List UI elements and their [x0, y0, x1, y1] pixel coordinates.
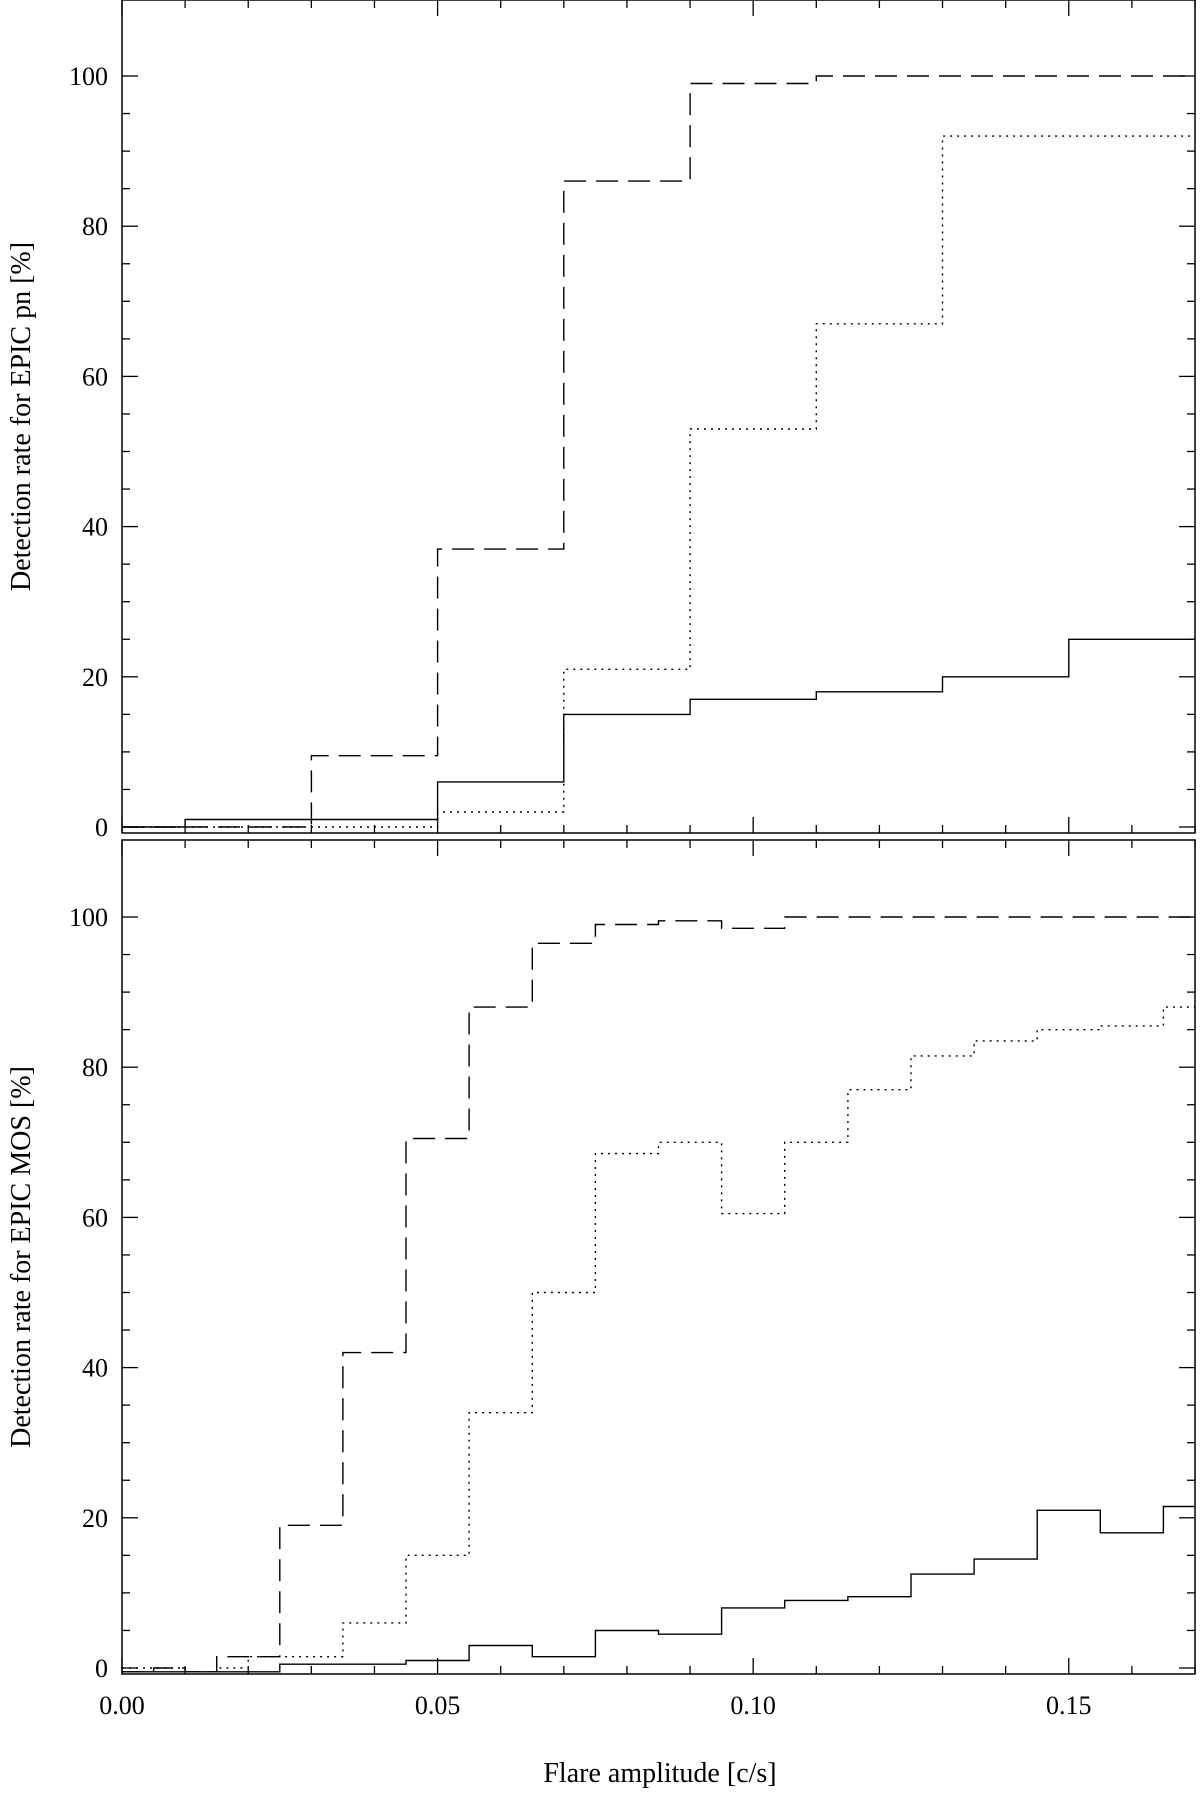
plot-frame	[121, 839, 1196, 1675]
series-line-dotted	[122, 1006, 1195, 1673]
y-tick-label: 40	[82, 513, 108, 542]
y-tick-label: 20	[82, 663, 108, 692]
y-axis-label: Detection rate for EPIC pn [%]	[6, 242, 37, 591]
y-tick-label: 80	[82, 1053, 108, 1082]
x-tick-label: 0.00	[99, 1691, 145, 1720]
y-tick-label: 100	[69, 903, 108, 932]
series-line-dashed	[122, 916, 1195, 1673]
x-tick-label: 0.15	[1046, 1691, 1092, 1720]
series-line-solid	[122, 1505, 1195, 1673]
y-tick-label: 40	[82, 1354, 108, 1383]
panels: 0 20 40 60 80 100 Detection rate for EPIC pn […	[6, 0, 1196, 1720]
x-tick-label: 0.10	[730, 1691, 776, 1720]
y-tick-label: 0	[95, 813, 108, 842]
panel-epic-mos: 0 20 40 60 80 100 0.00 0.05 0.10 0.15 Detection ra…	[6, 839, 1196, 1720]
y-tick-label: 20	[82, 1504, 108, 1533]
series-line-solid	[122, 638, 1195, 828]
y-tick-label: 100	[69, 62, 108, 91]
y-tick-label: 60	[82, 362, 108, 391]
y-tick-label: 80	[82, 212, 108, 241]
y-tick-label: 60	[82, 1203, 108, 1232]
x-tick-label: 0.05	[415, 1691, 461, 1720]
y-axis-label: Detection rate for EPIC MOS [%]	[6, 1066, 37, 1448]
series-line-dotted	[122, 135, 1195, 828]
series-line-dashed	[122, 75, 1195, 828]
y-tick-label: 0	[95, 1654, 108, 1683]
panel-epic-pn: 0 20 40 60 80 100 Detection rate for EPIC pn […	[6, 0, 1196, 842]
plot-frame	[121, 0, 1196, 834]
x-axis-label: Flare amplitude [c/s]	[543, 1758, 776, 1789]
